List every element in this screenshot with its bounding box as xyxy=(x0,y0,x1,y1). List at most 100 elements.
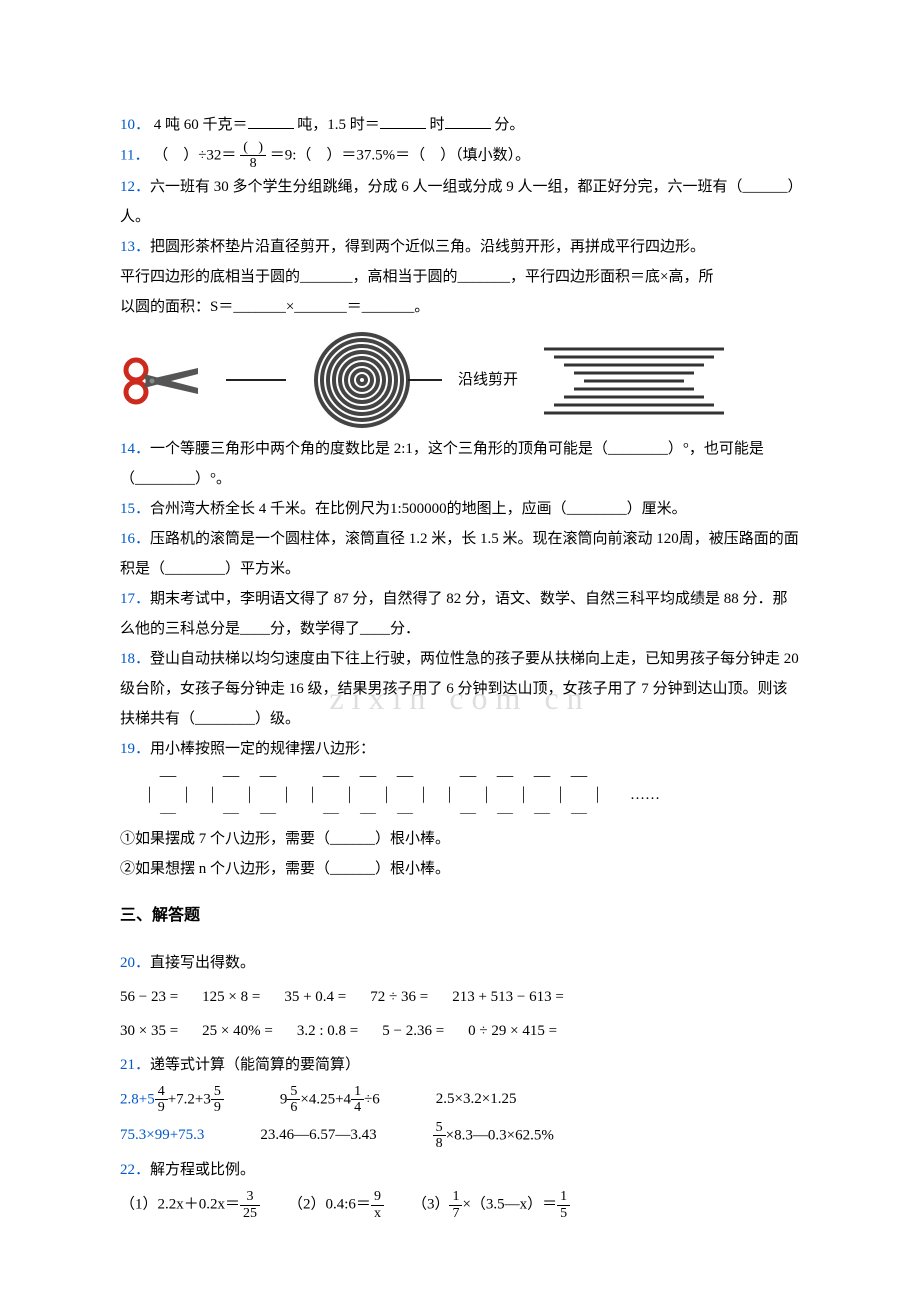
eq: 56 − 23 = xyxy=(120,982,178,1012)
frac: 17 xyxy=(449,1189,462,1221)
parallelogram-icon xyxy=(534,335,734,425)
qnum-17: 17． xyxy=(120,591,150,607)
q21-r1: 2.8+549+7.2+359 956×4.25+414÷6 2.5×3.2×1… xyxy=(120,1084,800,1116)
q10-b: 吨，1.5 时＝ xyxy=(297,117,380,133)
eq-part: ×8.3—0.3×62.5% xyxy=(446,1127,554,1143)
eq: 35 + 0.4 = xyxy=(284,982,346,1012)
q11-frac: ( ) 8 xyxy=(240,140,266,172)
q11-post: ＝9:（ ）＝37.5%＝（ ）（填小数）。 xyxy=(270,147,530,163)
line-icon xyxy=(226,379,286,381)
q16: 16．压路机的滚筒是一个圆柱体，滚筒直径 1.2 米，长 1.5 米。现在滚筒向… xyxy=(120,524,800,584)
q21: 21．递等式计算（能简算的要简算） xyxy=(120,1050,800,1080)
section-3-title: 三、解答题 xyxy=(120,900,800,932)
octagon xyxy=(249,776,287,814)
octagon xyxy=(212,776,250,814)
q21-r2: 75.3×99+75.3 23.46—6.57—3.43 58×8.3—0.3×… xyxy=(120,1120,800,1152)
q22-r1: （1）2.2x＋0.2x＝325 （2）0.4:6＝9x （3）17×（3.5—… xyxy=(120,1189,800,1221)
eq-part: ÷6 xyxy=(364,1091,380,1107)
frac: 59 xyxy=(211,1084,224,1116)
frac: 15 xyxy=(557,1189,570,1221)
q10-d: 分。 xyxy=(494,117,524,133)
oct-group-3 xyxy=(313,776,424,814)
blank xyxy=(248,113,294,129)
octagon-row: …… xyxy=(150,776,800,814)
q19-text: 用小棒按照一定的规律摆八边形： xyxy=(150,741,375,757)
qnum-14: 14． xyxy=(120,441,150,457)
octagon xyxy=(449,776,487,814)
eq: 23.46—6.57—3.43 xyxy=(260,1120,376,1152)
frac: 14 xyxy=(351,1084,364,1116)
q13-l2a: 平行四边形的底相当于圆的_______，高相当于圆的_______，平行四边形面… xyxy=(120,262,800,292)
qnum-22: 22． xyxy=(120,1162,150,1178)
q17: 17．期末考试中，李明语文得了 87 分，自然得了 82 分，语文、数学、自然三… xyxy=(120,584,800,644)
octagon xyxy=(386,776,424,814)
q13-l1: 13．把圆形茶杯垫片沿直径剪开，得到两个近似三角。沿线剪开形，再拼成平行四边形。 xyxy=(120,232,800,262)
eq-part: +7.2+3 xyxy=(168,1091,211,1107)
q13-figure: 沿线剪开 xyxy=(120,330,800,430)
eq: 3.2 : 0.8 = xyxy=(297,1016,358,1046)
eq-part: （1）2.2x＋0.2x＝ xyxy=(120,1197,240,1213)
q19: 19．用小棒按照一定的规律摆八边形： xyxy=(120,734,800,764)
blank xyxy=(380,113,426,129)
scissors-icon xyxy=(120,350,210,410)
eq: 75.3×99+75.3 xyxy=(120,1120,204,1152)
oct-group-1 xyxy=(150,776,187,814)
octagon xyxy=(560,776,598,814)
eq: 25 × 40% = xyxy=(202,1016,273,1046)
qnum-16: 16． xyxy=(120,531,150,547)
frac: 56 xyxy=(287,1084,300,1116)
q21-title: 递等式计算（能简算的要简算） xyxy=(150,1057,360,1073)
q20-r1: 56 − 23 = 125 × 8 = 35 + 0.4 = 72 ÷ 36 =… xyxy=(120,982,800,1012)
oct-group-4 xyxy=(450,776,598,814)
eq: 956×4.25+414÷6 xyxy=(280,1084,380,1116)
q10-c: 时 xyxy=(430,117,445,133)
eq: 2.5×3.2×1.25 xyxy=(436,1084,517,1116)
octagon xyxy=(486,776,524,814)
q11-pre: （ ）÷32＝ xyxy=(153,147,236,163)
octagon xyxy=(312,776,350,814)
eq-lead: 75.3×99+75.3 xyxy=(120,1127,204,1143)
eq: 213 + 513 − 613 = xyxy=(452,982,564,1012)
qnum-10: 10． xyxy=(120,117,150,133)
qnum-11: 11． xyxy=(120,147,149,163)
qnum-20: 20． xyxy=(120,955,150,971)
frac: 58 xyxy=(433,1120,446,1152)
frac-den: 8 xyxy=(240,156,266,171)
cut-label: 沿线剪开 xyxy=(458,365,518,395)
q13-l2b: 以圆的面积：S＝_______×_______＝_______。 xyxy=(120,292,800,322)
q10: 10． 4 吨 60 千克＝ 吨，1.5 时＝ 时 分。 xyxy=(120,110,800,140)
q14: 14．一个等腰三角形中两个角的度数比是 2:1，这个三角形的顶角可能是（____… xyxy=(120,434,800,494)
spiral-icon xyxy=(302,330,442,430)
octagon xyxy=(349,776,387,814)
frac: 49 xyxy=(155,1084,168,1116)
eq: （2）0.4:6＝9x xyxy=(288,1189,384,1221)
eq-part: （2）0.4:6＝ xyxy=(288,1197,371,1213)
q20-title: 直接写出得数。 xyxy=(150,955,255,971)
q13-text1: 把圆形茶杯垫片沿直径剪开，得到两个近似三角。沿线剪开形，再拼成平行四边形。 xyxy=(150,239,705,255)
eq-part: ×4.25+4 xyxy=(300,1091,351,1107)
oct-group-2 xyxy=(213,776,287,814)
qnum-15: 15． xyxy=(120,501,150,517)
qnum-18: 18． xyxy=(120,651,150,667)
q18: 18．登山自动扶梯以均匀速度由下往上行驶，两位性急的孩子要从扶梯向上走，已知男孩… xyxy=(120,644,800,734)
eq-part: 9 xyxy=(280,1091,288,1107)
q12-text: 六一班有 30 多个学生分组跳绳，分成 6 人一组或分成 9 人一组，都正好分完… xyxy=(120,179,795,225)
octagon xyxy=(149,776,187,814)
qnum-21: 21． xyxy=(120,1057,150,1073)
q16-text: 压路机的滚筒是一个圆柱体，滚筒直径 1.2 米，长 1.5 米。现在滚筒向前滚动… xyxy=(120,531,799,577)
q22-title: 解方程或比例。 xyxy=(150,1162,255,1178)
q15: 15．合州湾大桥全长 4 千米。在比例尺为1:500000的地图上，应画（___… xyxy=(120,494,800,524)
q20: 20．直接写出得数。 xyxy=(120,948,800,978)
q18-wrap: zixin com cn 18．登山自动扶梯以均匀速度由下往上行驶，两位性急的孩… xyxy=(120,644,800,734)
eq: 30 × 35 = xyxy=(120,1016,178,1046)
ellipsis: …… xyxy=(630,780,660,810)
eq: 125 × 8 = xyxy=(202,982,260,1012)
eq: （1）2.2x＋0.2x＝325 xyxy=(120,1189,260,1221)
q20-r2: 30 × 35 = 25 × 40% = 3.2 : 0.8 = 5 − 2.3… xyxy=(120,1016,800,1046)
q12: 12．六一班有 30 多个学生分组跳绳，分成 6 人一组或分成 9 人一组，都正… xyxy=(120,172,800,232)
q10-a: 4 吨 60 千克＝ xyxy=(154,117,248,133)
qnum-13: 13． xyxy=(120,239,150,255)
qnum-12: 12． xyxy=(120,179,150,195)
eq: 5 − 2.36 = xyxy=(382,1016,444,1046)
q22: 22．解方程或比例。 xyxy=(120,1155,800,1185)
